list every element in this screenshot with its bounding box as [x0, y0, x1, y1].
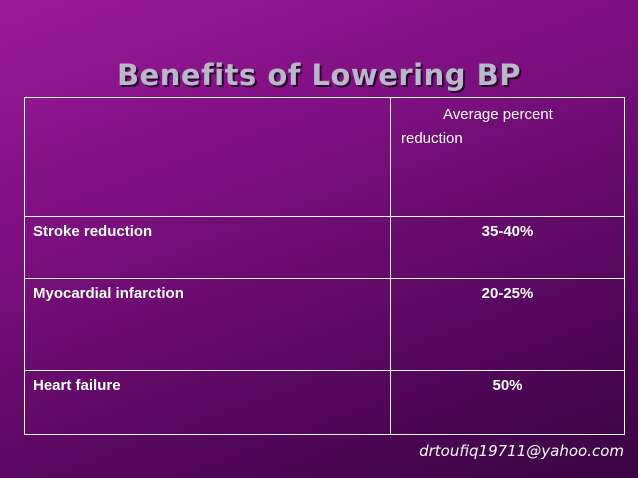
table-row: Heart failure 50% [24, 370, 625, 435]
benefits-table: Average percent reduction Stroke reducti… [24, 97, 625, 435]
row-value-stroke: 35-40% [390, 216, 625, 279]
slide-title: Benefits of Lowering BP [117, 58, 521, 92]
header-average-reduction: Average percent reduction [390, 97, 625, 217]
table-row: Myocardial infarction 20-25% [24, 278, 625, 371]
header-line-1: Average percent [443, 106, 553, 123]
header-line-2: reduction [401, 130, 463, 147]
header-empty-cell [24, 97, 391, 217]
table-row: Stroke reduction 35-40% [24, 216, 625, 279]
row-value-mi: 20-25% [390, 278, 625, 371]
row-label-stroke: Stroke reduction [24, 216, 391, 279]
row-label-mi: Myocardial infarction [24, 278, 391, 371]
row-label-heart-failure: Heart failure [24, 370, 391, 435]
table-header-row: Average percent reduction [24, 97, 625, 217]
footer-email: drtoufiq19711@yahoo.com [419, 442, 624, 460]
row-value-heart-failure: 50% [390, 370, 625, 435]
